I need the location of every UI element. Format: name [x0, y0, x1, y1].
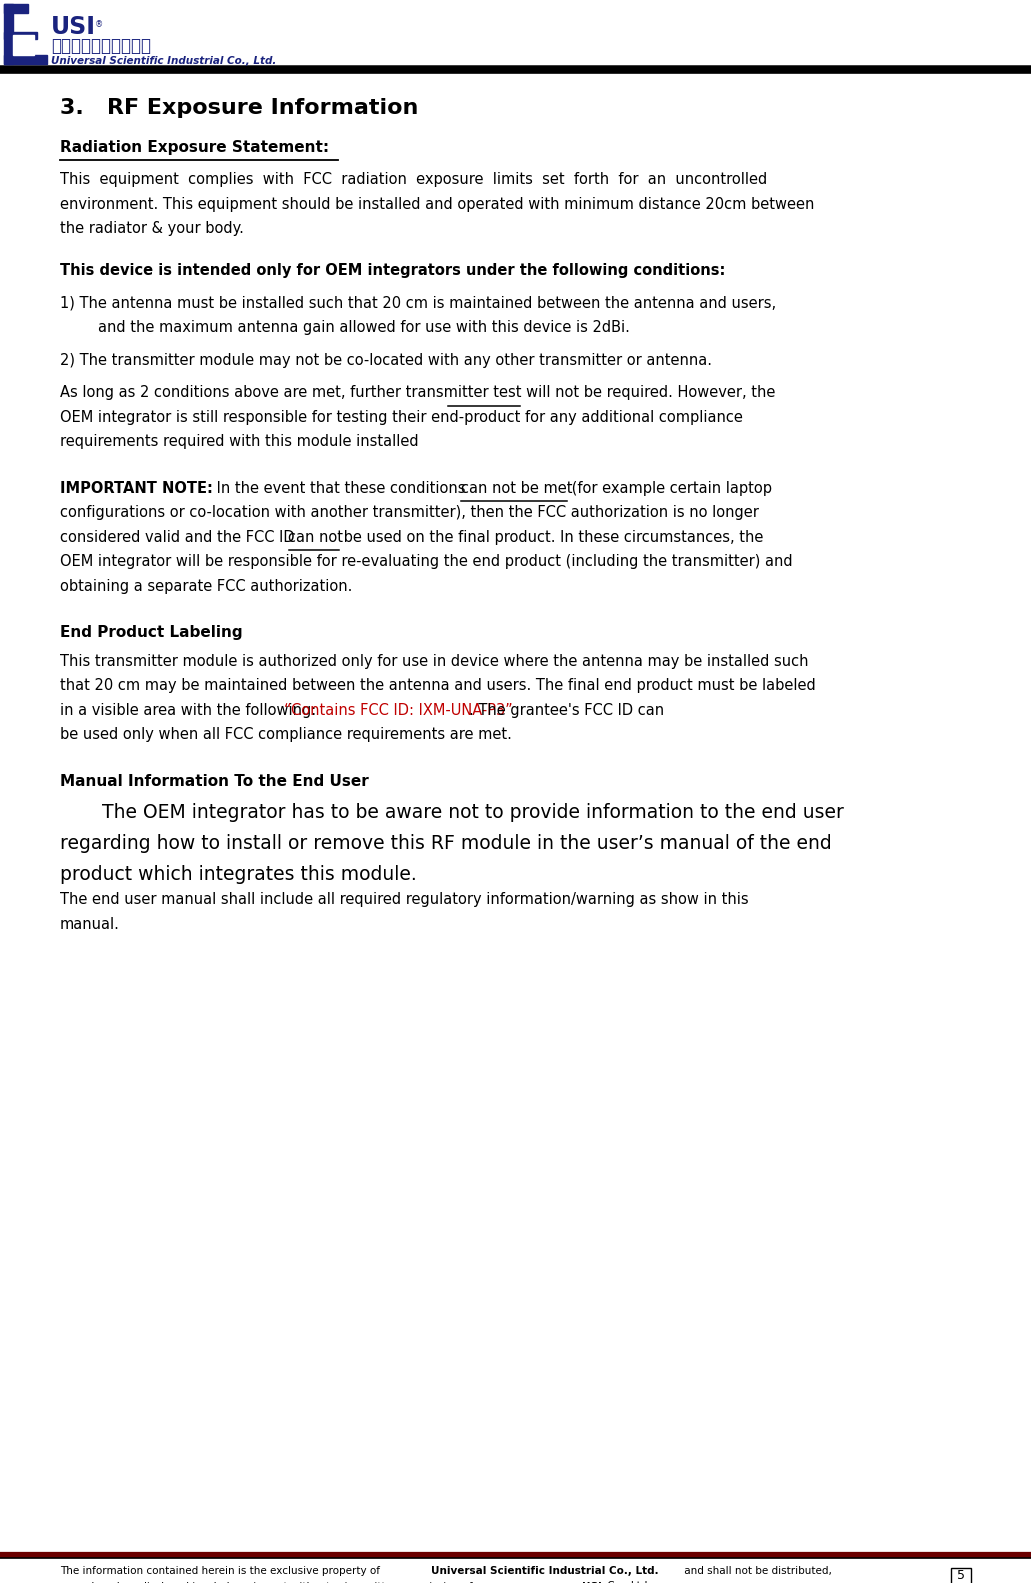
Text: This device is intended only for OEM integrators under the following conditions:: This device is intended only for OEM int…: [60, 263, 726, 279]
Text: considered valid and the FCC ID: considered valid and the FCC ID: [60, 530, 299, 545]
Text: that 20 cm may be maintained between the antenna and users. The final end produc: that 20 cm may be maintained between the…: [60, 679, 816, 693]
Bar: [4, 5, 28, 13]
Text: manual.: manual.: [60, 917, 120, 932]
Text: the radiator & your body.: the radiator & your body.: [60, 222, 244, 236]
Text: be used on the final product. In these circumstances, the: be used on the final product. In these c…: [339, 530, 763, 545]
Text: Universal Scientific Industrial Co., Ltd.: Universal Scientific Industrial Co., Ltd…: [51, 55, 276, 66]
Text: As long as 2 conditions above are met, further transmitter test will not be requ: As long as 2 conditions above are met, f…: [60, 386, 775, 400]
Text: and shall not be distributed,: and shall not be distributed,: [681, 1566, 832, 1577]
Text: can not: can not: [289, 530, 343, 545]
Text: can not be met: can not be met: [461, 481, 572, 495]
Text: Manual Information To the End User: Manual Information To the End User: [60, 774, 369, 788]
Text: “Contains FCC ID: IXM-UNA-P3”: “Contains FCC ID: IXM-UNA-P3”: [284, 703, 512, 719]
Bar: [951, 1567, 970, 1583]
Text: The OEM integrator has to be aware not to provide information to the end user: The OEM integrator has to be aware not t…: [102, 804, 844, 823]
Text: End Product Labeling: End Product Labeling: [60, 625, 242, 641]
Text: . The grantee's FCC ID can: . The grantee's FCC ID can: [468, 703, 664, 719]
Bar: [12, 35, 33, 55]
Text: This  equipment  complies  with  FCC  radiation  exposure  limits  set  forth  f: This equipment complies with FCC radiati…: [60, 173, 767, 187]
Bar: [4, 5, 12, 63]
Text: 2) The transmitter module may not be co-located with any other transmitter or an: 2) The transmitter module may not be co-…: [60, 353, 712, 367]
Text: be used only when all FCC compliance requirements are met.: be used only when all FCC compliance req…: [60, 728, 511, 742]
Text: In the event that these conditions: In the event that these conditions: [212, 481, 470, 495]
Text: USI: USI: [51, 14, 96, 40]
Bar: [4, 32, 37, 40]
Text: configurations or co-location with another transmitter), then the FCC authorizat: configurations or co-location with anoth…: [60, 505, 759, 521]
Text: environment. This equipment should be installed and operated with minimum distan: environment. This equipment should be in…: [60, 196, 814, 212]
Text: 5: 5: [957, 1569, 964, 1583]
Text: IMPORTANT NOTE:: IMPORTANT NOTE:: [60, 481, 212, 495]
Text: 3.   RF Exposure Information: 3. RF Exposure Information: [60, 98, 419, 119]
Text: product which integrates this module.: product which integrates this module.: [60, 866, 417, 885]
Text: Universal Scientific Industrial Co., Ltd.: Universal Scientific Industrial Co., Ltd…: [431, 1566, 659, 1577]
Text: OEM integrator will be responsible for re-evaluating the end product (including : OEM integrator will be responsible for r…: [60, 554, 793, 570]
Text: 環隆電氣股份有限公司: 環隆電氣股份有限公司: [51, 36, 151, 55]
Text: and the maximum antenna gain allowed for use with this device is 2dBi.: and the maximum antenna gain allowed for…: [98, 320, 630, 336]
Text: The information contained herein is the exclusive property of: The information contained herein is the …: [60, 1566, 384, 1577]
Text: (for example certain laptop: (for example certain laptop: [567, 481, 772, 495]
Text: ®: ®: [95, 21, 103, 30]
Text: Radiation Exposure Statement:: Radiation Exposure Statement:: [60, 139, 329, 155]
Text: obtaining a separate FCC authorization.: obtaining a separate FCC authorization.: [60, 579, 353, 594]
Text: 1) The antenna must be installed such that 20 cm is maintained between the anten: 1) The antenna must be installed such th…: [60, 296, 776, 310]
Text: This transmitter module is authorized only for use in device where the antenna m: This transmitter module is authorized on…: [60, 654, 808, 670]
Text: The end user manual shall include all required regulatory information/warning as: The end user manual shall include all re…: [60, 893, 749, 907]
Text: requirements required with this module installed: requirements required with this module i…: [60, 434, 419, 450]
Text: OEM integrator is still responsible for testing their end-product for any additi: OEM integrator is still responsible for …: [60, 410, 743, 424]
Bar: [4, 55, 47, 63]
Text: regarding how to install or remove this RF module in the user’s manual of the en: regarding how to install or remove this …: [60, 834, 832, 853]
Text: in a visible area with the following:: in a visible area with the following:: [60, 703, 321, 719]
